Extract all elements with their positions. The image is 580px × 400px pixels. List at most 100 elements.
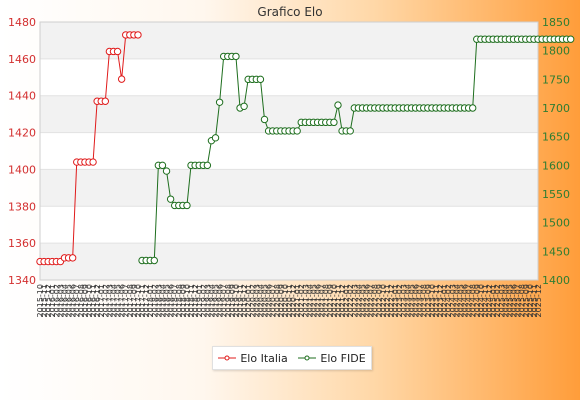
plot-band — [40, 169, 538, 207]
x-tick-label: 2023-12 — [436, 284, 445, 317]
legend-swatch-elo-fide — [298, 355, 317, 361]
x-tick-label: 2016-01 — [48, 284, 57, 317]
x-tick-label: 2018-10 — [183, 284, 192, 317]
x-tick-label: 2024-01 — [440, 284, 449, 317]
y-right-tick-label: 1550 — [542, 188, 570, 201]
data-point-elo-fide — [158, 161, 167, 170]
x-tick-label: 2025-07 — [514, 284, 523, 317]
x-tick-label: 2019-08 — [224, 284, 233, 317]
x-tick-label: 2019-02 — [199, 284, 208, 317]
x-tick-label: 2016-06 — [69, 284, 78, 317]
x-tick-label: 2023-01 — [391, 284, 400, 317]
data-point-elo-fide — [334, 101, 342, 109]
x-tick-label: 2022-11 — [383, 284, 392, 317]
x-tick-label: 2017-03 — [105, 284, 114, 317]
data-point-elo-fide — [183, 201, 191, 210]
legend-item-elo-italia: Elo Italia — [218, 352, 288, 365]
x-tick-label: 2022-03 — [350, 284, 359, 317]
x-tick-label: 2017-04 — [109, 284, 118, 317]
x-tick-label: 2023-09 — [424, 284, 433, 317]
legend-label-elo-fide: Elo FIDE — [320, 351, 366, 365]
x-tick-label: 2023-07 — [416, 284, 425, 317]
x-tick-label: 2015-12 — [44, 284, 53, 317]
x-tick-label: 2020-08 — [273, 284, 282, 317]
x-tick-label: 2018-05 — [163, 284, 172, 317]
x-tick-label: 2025-01 — [489, 284, 498, 317]
y-right-tick-label: 1450 — [542, 245, 570, 258]
x-tick-label: 2019-09 — [228, 284, 237, 317]
x-tick-label: 2020-05 — [261, 284, 270, 317]
plot-band — [40, 243, 538, 280]
legend-swatch-elo-italia — [218, 355, 237, 361]
x-tick-label: 2017-10 — [134, 284, 143, 317]
y-right-tick-label: 1800 — [542, 45, 570, 58]
data-point-elo-fide — [166, 195, 175, 203]
x-tick-label: 2025-09 — [522, 284, 531, 317]
x-tick-label: 2025-11 — [530, 284, 539, 317]
x-tick-label: 2022-02 — [346, 284, 355, 317]
y-left-tick-label: 1480 — [8, 16, 36, 29]
x-tick-label: 2022-06 — [363, 284, 372, 317]
x-tick-label: 2019-03 — [203, 284, 212, 317]
x-tick-label: 2024-09 — [473, 284, 482, 317]
x-tick-label: 2023-02 — [395, 284, 404, 317]
x-tick-label: 2021-04 — [305, 284, 314, 317]
x-tick-label: 2025-03 — [497, 284, 506, 317]
data-point-elo-fide — [260, 115, 269, 124]
data-point-elo-fide — [468, 104, 477, 112]
x-tick-label: 2015-11 — [40, 284, 49, 317]
x-tick-label: 2017-12 — [142, 284, 151, 317]
x-tick-label: 2023-10 — [428, 284, 437, 317]
x-tick-label: 2017-08 — [126, 284, 135, 317]
x-tick-label: 2019-04 — [207, 284, 216, 317]
x-tick-label: 2021-10 — [330, 284, 339, 317]
x-tick-label: 2017-07 — [122, 284, 131, 317]
x-tick-label: 2024-12 — [485, 284, 494, 317]
x-tick-label: 2021-02 — [297, 284, 306, 317]
x-tick-label: 2020-02 — [248, 284, 257, 317]
x-tick-label: 2016-03 — [56, 284, 65, 317]
x-tick-label: 2025-04 — [501, 284, 510, 317]
x-tick-label: 2023-11 — [432, 284, 441, 317]
data-point-elo-fide — [203, 161, 212, 170]
data-point-elo-fide — [150, 256, 158, 265]
data-point-elo-italia — [134, 31, 142, 39]
x-tick-label: 2021-03 — [301, 284, 310, 317]
data-point-elo-italia — [89, 158, 97, 166]
x-tick-label: 2015-10 — [36, 284, 45, 317]
x-tick-label: 2021-11 — [334, 284, 343, 317]
x-tick-label: 2018-12 — [191, 284, 200, 317]
y-left-tick-label: 1400 — [8, 163, 36, 176]
y-left-tick-label: 1340 — [8, 274, 36, 287]
data-point-elo-fide — [256, 75, 265, 84]
legend-item-elo-fide: Elo FIDE — [298, 351, 366, 365]
x-tick-label: 2019-12 — [240, 284, 249, 317]
x-tick-label: 2019-07 — [220, 284, 229, 317]
y-left-tick-label: 1460 — [8, 53, 36, 66]
x-tick-label: 2022-10 — [379, 284, 388, 317]
x-tick-label: 2019-01 — [195, 284, 204, 317]
x-tick-label: 2020-03 — [252, 284, 261, 317]
plot-band — [40, 95, 538, 133]
data-point-elo-fide — [566, 35, 575, 43]
data-point-elo-italia — [101, 97, 110, 105]
x-tick-label: 2023-06 — [412, 284, 421, 317]
data-point-elo-fide — [346, 127, 354, 135]
x-tick-label: 2021-06 — [314, 284, 323, 317]
data-point-elo-fide — [162, 167, 171, 175]
x-tick-label: 2025-02 — [493, 284, 502, 317]
x-tick-label: 2022-09 — [375, 284, 384, 317]
x-tick-label: 2020-12 — [289, 284, 298, 317]
plot-band — [40, 58, 538, 96]
x-tick-label: 2021-09 — [326, 284, 335, 317]
data-point-elo-fide — [211, 134, 220, 142]
x-tick-label: 2020-11 — [285, 284, 294, 317]
y-right-tick-label: 1650 — [542, 131, 570, 144]
x-tick-label: 2024-02 — [444, 284, 453, 317]
y-left-tick-label: 1380 — [8, 200, 36, 213]
x-tick-label: 2020-07 — [269, 284, 278, 317]
x-tick-label: 2019-10 — [232, 284, 241, 317]
x-tick-label: 2021-01 — [293, 284, 302, 317]
x-tick-label: 2024-05 — [456, 284, 465, 317]
